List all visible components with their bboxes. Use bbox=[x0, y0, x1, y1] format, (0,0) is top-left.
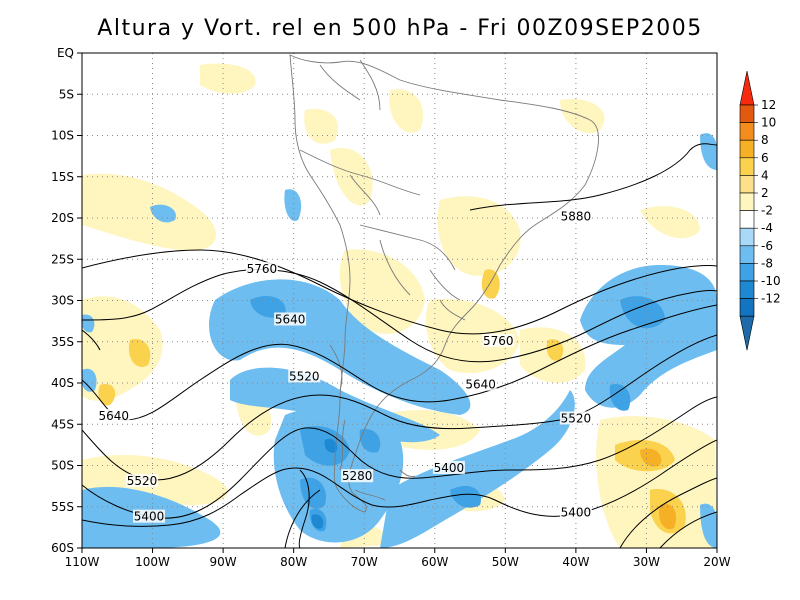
colorbar-label: 4 bbox=[761, 168, 769, 182]
contour-labels: 5880 5760 5760 5640 5640 5640 5520 5520 5520 5400… bbox=[97, 209, 592, 524]
coastline bbox=[289, 54, 599, 513]
negative-vorticity-fill-peak bbox=[311, 438, 338, 529]
colorbar-bottom-arrow bbox=[739, 315, 755, 351]
colorbar: 12 10 8 6 4 2 -2 -4 -6 -8 -10 -12 bbox=[739, 70, 781, 351]
colorbar-label: -8 bbox=[761, 256, 773, 270]
lat-tick-label: 20S bbox=[51, 211, 74, 225]
colorbar-label: 2 bbox=[761, 186, 769, 200]
contour-label: 5880 bbox=[561, 209, 592, 223]
lat-tick-label: 35S bbox=[51, 335, 74, 349]
colorbar-top-arrow bbox=[739, 70, 755, 106]
lat-tick-label: 60S bbox=[51, 541, 74, 555]
lat-tick-label: 15S bbox=[51, 170, 74, 184]
contour-label: 5760 bbox=[483, 334, 514, 348]
contour-label: 5520 bbox=[561, 411, 592, 425]
lon-tick-label: 30W bbox=[633, 555, 660, 569]
lat-tick-label: 10S bbox=[51, 129, 74, 143]
lat-tick-label: 55S bbox=[51, 500, 74, 514]
colorbar-label: -10 bbox=[761, 274, 781, 288]
lat-tick-label: EQ bbox=[57, 46, 74, 60]
lon-axis: 110W 100W 90W 80W 70W 60W 50W 40W 30W 20W bbox=[65, 548, 731, 569]
lat-tick-label: 30S bbox=[51, 294, 74, 308]
colorbar-swatch bbox=[739, 122, 755, 141]
map-title: Altura y Vort. rel en 500 hPa - Fri 00Z0… bbox=[97, 16, 703, 41]
contour-label-bg bbox=[482, 333, 515, 347]
colorbar-label: -4 bbox=[761, 221, 773, 235]
colorbar-swatch bbox=[739, 175, 755, 194]
contour-label-bg bbox=[274, 312, 307, 326]
contour-label: 5640 bbox=[275, 312, 306, 326]
contour-label: 5400 bbox=[561, 506, 592, 520]
contour-label: 5520 bbox=[127, 474, 158, 488]
colorbar-swatch bbox=[739, 227, 755, 247]
lat-tick-label: 45S bbox=[51, 417, 74, 431]
lon-tick-label: 100W bbox=[135, 555, 170, 569]
colorbar-swatch bbox=[739, 192, 755, 211]
contour-label-bg bbox=[559, 505, 592, 519]
contour-label: 5400 bbox=[134, 510, 165, 524]
contour-label-bg bbox=[559, 411, 592, 425]
colorbar-swatch bbox=[739, 298, 755, 317]
lat-tick-label: 5S bbox=[59, 87, 74, 101]
lat-axis: EQ 5S 10S 15S 20S 25S 30S 35S 40S 45S 50S 55S 60S bbox=[51, 46, 82, 555]
gridlines bbox=[82, 53, 717, 548]
colorbar-swatch bbox=[739, 210, 755, 229]
colorbar-swatch bbox=[739, 263, 755, 282]
contour-label: 5760 bbox=[247, 262, 278, 276]
colorbar-label: 10 bbox=[761, 116, 776, 130]
colorbar-label: -2 bbox=[761, 204, 773, 218]
positive-vorticity-fill-peak bbox=[640, 448, 677, 530]
colorbar-swatch bbox=[739, 104, 755, 123]
contour-label-bg bbox=[559, 209, 592, 223]
lon-tick-label: 20W bbox=[703, 555, 730, 569]
contour-label: 5400 bbox=[434, 461, 465, 475]
colorbar-label: -6 bbox=[761, 239, 773, 253]
colorbar-swatch bbox=[739, 139, 755, 159]
colorbar-swatch bbox=[739, 245, 755, 264]
lon-tick-label: 90W bbox=[210, 555, 237, 569]
contour-label-bg bbox=[432, 460, 465, 474]
lon-tick-label: 60W bbox=[421, 555, 448, 569]
contour-label-bg bbox=[464, 377, 497, 391]
lon-tick-label: 40W bbox=[562, 555, 589, 569]
contour-label-bg bbox=[133, 509, 166, 523]
lon-tick-label: 110W bbox=[65, 555, 100, 569]
colorbar-label: -12 bbox=[761, 292, 781, 306]
lat-tick-label: 50S bbox=[51, 459, 74, 473]
lon-tick-label: 70W bbox=[351, 555, 378, 569]
lon-tick-label: 50W bbox=[492, 555, 519, 569]
contour-label-bg bbox=[125, 474, 158, 488]
contour-label-bg bbox=[97, 409, 130, 422]
contour-label-bg bbox=[288, 369, 321, 383]
colorbar-label: 12 bbox=[761, 98, 776, 112]
colorbar-label: 6 bbox=[761, 151, 769, 165]
lon-tick-label: 80W bbox=[280, 555, 307, 569]
height-contours bbox=[82, 143, 717, 548]
lat-tick-label: 40S bbox=[51, 376, 74, 390]
lat-tick-label: 25S bbox=[51, 252, 74, 266]
contour-label: 5520 bbox=[289, 369, 320, 383]
contour-label-bg bbox=[245, 262, 278, 276]
colorbar-label: 8 bbox=[761, 133, 769, 147]
colorbar-swatch bbox=[739, 157, 755, 176]
contour-label: 5640 bbox=[465, 378, 496, 392]
contour-label: 5280 bbox=[342, 469, 373, 483]
contour-label-bg bbox=[341, 469, 374, 483]
contour-label: 5640 bbox=[98, 409, 129, 423]
colorbar-swatch bbox=[739, 280, 755, 299]
